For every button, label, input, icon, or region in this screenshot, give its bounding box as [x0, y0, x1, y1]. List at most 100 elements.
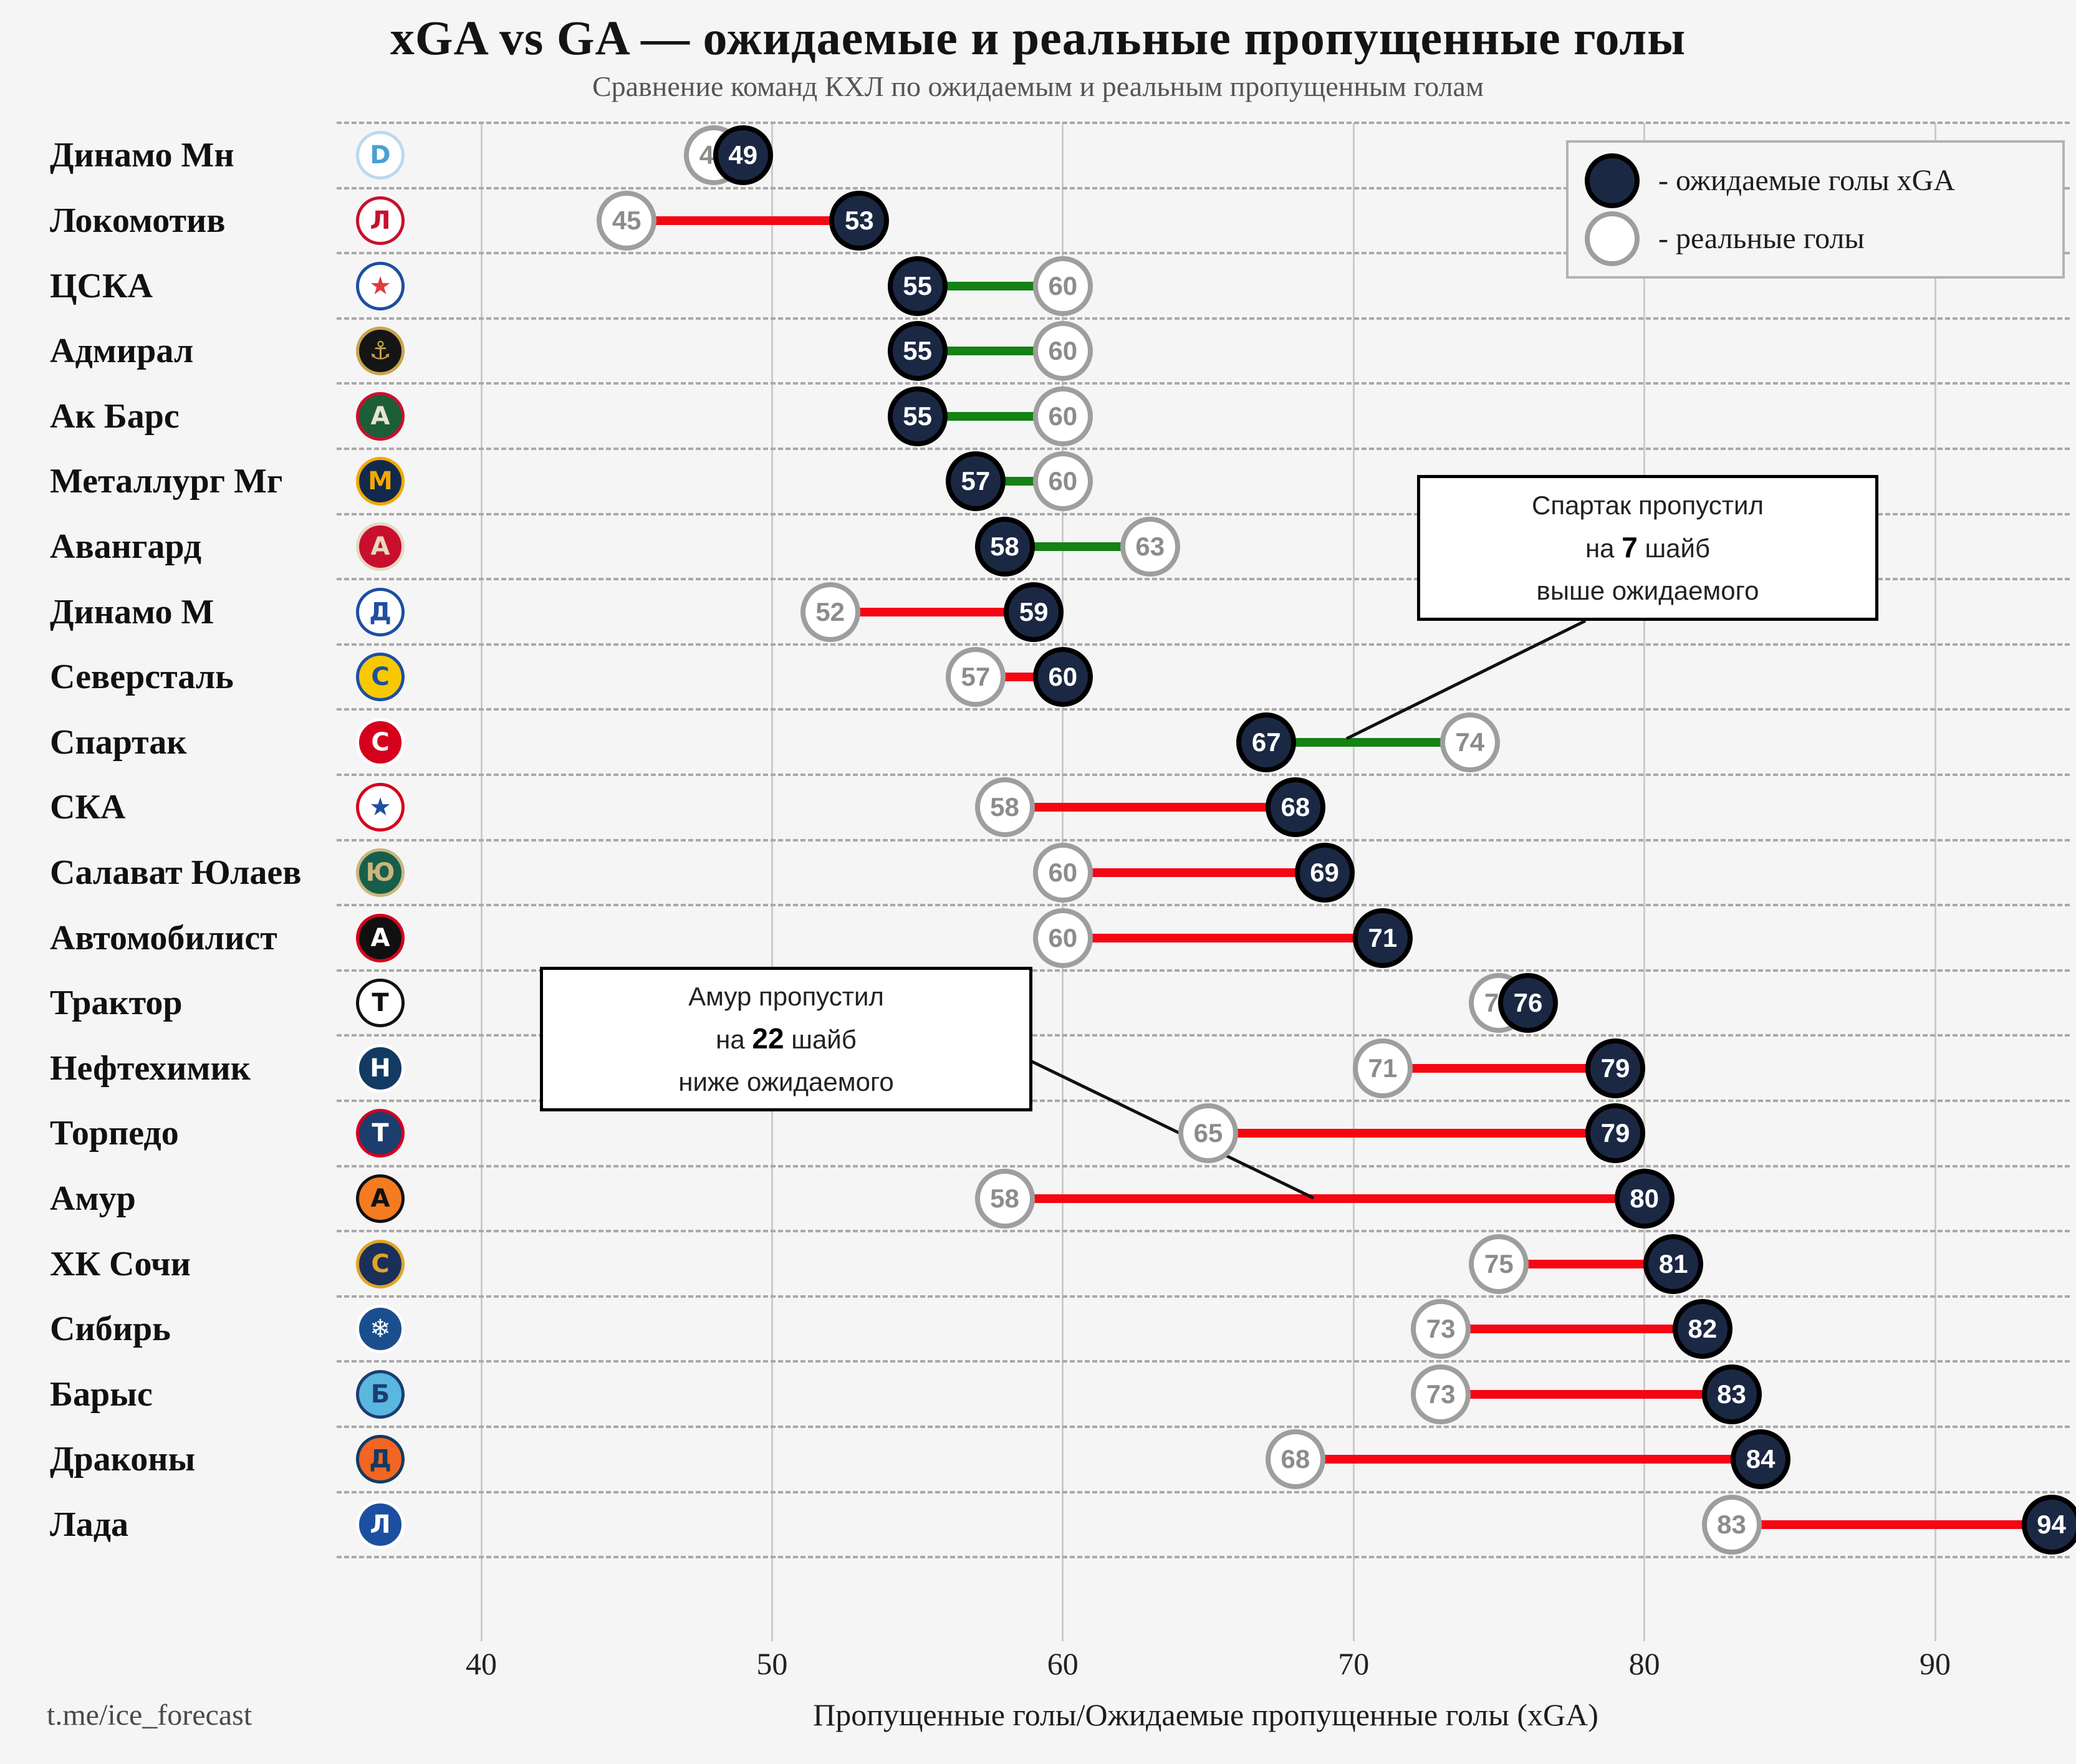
team-label: Драконы — [50, 1440, 196, 1479]
team-label: СКА — [50, 788, 126, 827]
legend-row-xga: - ожидаемые голы xGA — [1585, 153, 2046, 208]
connector-line — [830, 607, 1034, 616]
row-separator — [337, 774, 2070, 776]
ga-circle: 71 — [1352, 1038, 1413, 1098]
row-separator — [337, 122, 2070, 124]
legend-ga-marker-icon — [1585, 211, 1640, 266]
team-logo-icon: D — [356, 131, 405, 180]
team-label: Амур — [50, 1179, 136, 1218]
row-separator — [337, 1164, 2070, 1167]
xga-circle: 53 — [829, 190, 890, 251]
team-logo-icon: С — [356, 653, 405, 702]
ga-circle: 65 — [1178, 1103, 1238, 1164]
annotation-amur-line2: на 22 шайб — [716, 1022, 857, 1055]
team-logo-icon: Ю — [356, 848, 405, 897]
connector-line — [1382, 1063, 1615, 1073]
team-logo-icon: А — [356, 1174, 405, 1223]
gridline — [1643, 123, 1646, 1641]
xga-circle: 94 — [2021, 1494, 2076, 1555]
team-label: Авангард — [50, 527, 202, 566]
gridline — [480, 123, 483, 1641]
row-separator — [337, 1556, 2070, 1559]
team-logo-icon: С — [356, 717, 405, 767]
team-label: Металлург Мг — [50, 462, 283, 501]
legend-ga-label: - реальные голы — [1658, 222, 1865, 255]
xga-circle: 59 — [1004, 582, 1064, 642]
xga-circle: 55 — [887, 321, 948, 381]
team-logo-icon: Л — [356, 196, 405, 245]
chart-subtitle: Сравнение команд КХЛ по ожидаемым и реал… — [592, 70, 1484, 102]
xga-circle: 80 — [1614, 1168, 1675, 1229]
connector-line — [1004, 542, 1150, 551]
team-label: Адмирал — [50, 332, 194, 371]
team-label: Динамо Мн — [50, 136, 234, 175]
team-logo-icon: ❄ — [356, 1305, 405, 1354]
row-separator — [337, 1295, 2070, 1298]
team-label: Динамо М — [50, 592, 214, 631]
x-axis-label: Пропущенные голы/Ожидаемые пропущенные г… — [813, 1697, 1598, 1732]
team-logo-icon: Д — [356, 587, 405, 636]
team-logo-icon: ★ — [356, 783, 405, 832]
connector-line — [1441, 1325, 1703, 1334]
xga-circle: 79 — [1585, 1103, 1645, 1164]
ga-circle: 58 — [974, 1168, 1035, 1229]
xga-circle: 60 — [1032, 647, 1093, 707]
gridline — [1352, 123, 1355, 1641]
connector-line — [627, 216, 860, 225]
row-separator — [337, 186, 2070, 189]
xga-circle: 57 — [945, 451, 1006, 512]
ga-circle: 73 — [1411, 1299, 1471, 1359]
gridline — [1934, 123, 1936, 1641]
ga-circle: 60 — [1032, 386, 1093, 446]
xga-circle: 83 — [1701, 1364, 1762, 1424]
annotation-spartak-line2: на 7 шайб — [1585, 531, 1711, 564]
team-logo-icon: Д — [356, 1435, 405, 1484]
annotation-amur-line3: ниже ожидаемого — [678, 1067, 894, 1096]
connector-line — [1004, 803, 1295, 812]
team-logo-icon: А — [356, 391, 405, 441]
row-separator — [337, 1426, 2070, 1428]
xga-circle: 68 — [1265, 777, 1325, 838]
legend-row-ga: - реальные голы — [1585, 211, 2046, 266]
team-label: Автомобилист — [50, 918, 277, 957]
team-label: Лада — [50, 1505, 129, 1544]
connector-line — [1499, 1259, 1674, 1268]
row-separator — [337, 252, 2070, 255]
row-separator — [337, 1360, 2070, 1363]
ga-circle: 63 — [1120, 516, 1180, 577]
team-label: ХК Сочи — [50, 1244, 191, 1283]
annotation-spartak: Спартак пропустил на 7 шайб выше ожидаем… — [1417, 475, 1878, 621]
ga-circle: 45 — [597, 190, 657, 251]
team-label: Трактор — [50, 984, 183, 1023]
row-separator — [337, 512, 2070, 515]
row-separator — [337, 382, 2070, 385]
connector-line — [1731, 1520, 2052, 1529]
annotation-spartak-line3: выше ожидаемого — [1536, 575, 1759, 605]
team-logo-icon: А — [356, 522, 405, 571]
row-separator — [337, 838, 2070, 841]
annotation-amur: Амур пропустил на 22 шайб ниже ожидаемог… — [540, 967, 1032, 1111]
xga-circle: 84 — [1731, 1429, 1791, 1490]
connector-line — [917, 281, 1063, 290]
connector-line — [1208, 1129, 1615, 1138]
ga-circle: 60 — [1032, 256, 1093, 316]
row-separator — [337, 904, 2070, 907]
ga-circle: 74 — [1439, 712, 1500, 772]
chart-title: xGA vs GA — ожидаемые и реальные пропуще… — [390, 11, 1686, 65]
row-separator — [337, 1490, 2070, 1493]
xga-circle: 67 — [1236, 712, 1297, 772]
connector-line — [1062, 933, 1383, 942]
connector-line — [1004, 1194, 1645, 1203]
row-separator — [337, 1034, 2070, 1037]
team-label: Спартак — [50, 722, 187, 762]
team-logo-icon: А — [356, 913, 405, 962]
xga-circle: 49 — [713, 125, 773, 186]
ga-circle: 83 — [1701, 1494, 1762, 1555]
connector-line — [917, 411, 1063, 421]
team-label: Барыс — [50, 1374, 153, 1414]
ga-circle: 57 — [945, 647, 1006, 707]
connector-line — [917, 347, 1063, 356]
team-label: ЦСКА — [50, 266, 153, 305]
team-label: Нефтехимик — [50, 1048, 251, 1088]
